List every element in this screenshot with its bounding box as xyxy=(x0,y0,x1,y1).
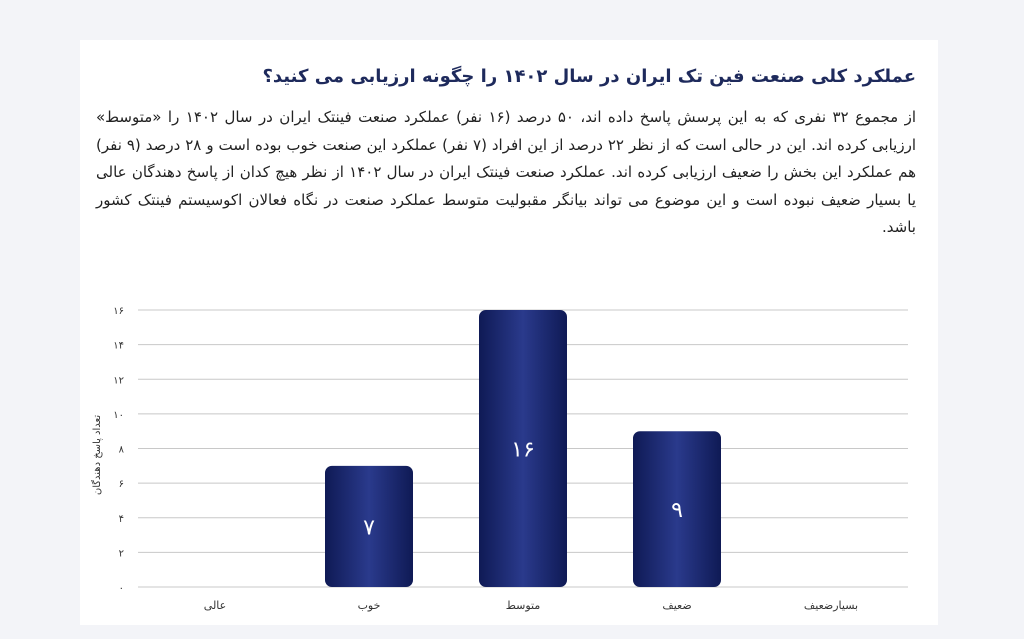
x-category-label: خوب xyxy=(358,599,381,612)
x-category-label: ضعیف xyxy=(662,599,691,612)
x-category-labels: عالی خوب متوسط ضعیف بسیارضعیف xyxy=(204,599,858,612)
bar-data-label: ۱۶ xyxy=(511,438,535,463)
y-tick-label: ۱۶ xyxy=(113,306,124,317)
x-category-label: عالی xyxy=(204,599,226,612)
y-tick-label: ۶ xyxy=(119,479,124,490)
bar xyxy=(479,310,567,587)
bar-data-label: ۹ xyxy=(671,498,683,523)
y-tick-label: ۰ xyxy=(119,583,124,594)
chart-title: عملکرد کلی صنعت فین تک ایران در سال ۱۴۰۲… xyxy=(262,66,916,87)
y-tick-label: ۱۰ xyxy=(113,410,124,421)
bars: ۷ ۱۶ ۹ xyxy=(325,310,721,587)
bar xyxy=(633,431,721,587)
x-category-label: متوسط xyxy=(506,599,541,612)
y-tick-label: ۱۲ xyxy=(113,375,124,386)
bar-data-label: ۷ xyxy=(363,515,375,540)
x-category-label: بسیارضعیف xyxy=(804,599,858,612)
bar xyxy=(325,465,413,587)
y-tick-label: ۸ xyxy=(119,445,125,456)
y-tick-label: ۲ xyxy=(119,548,124,559)
y-axis-label: تعداد پاسخ دهندگان xyxy=(91,415,103,495)
description-paragraph: از مجموع ۳۲ نفری که به این پرسش پاسخ داد… xyxy=(96,108,917,236)
y-tick-label: ۱۴ xyxy=(113,341,124,352)
y-tick-labels: ۰ ۲ ۴ ۶ ۸ ۱۰ ۱۲ ۱۴ ۱۶ xyxy=(113,306,124,594)
y-tick-label: ۴ xyxy=(119,514,124,525)
